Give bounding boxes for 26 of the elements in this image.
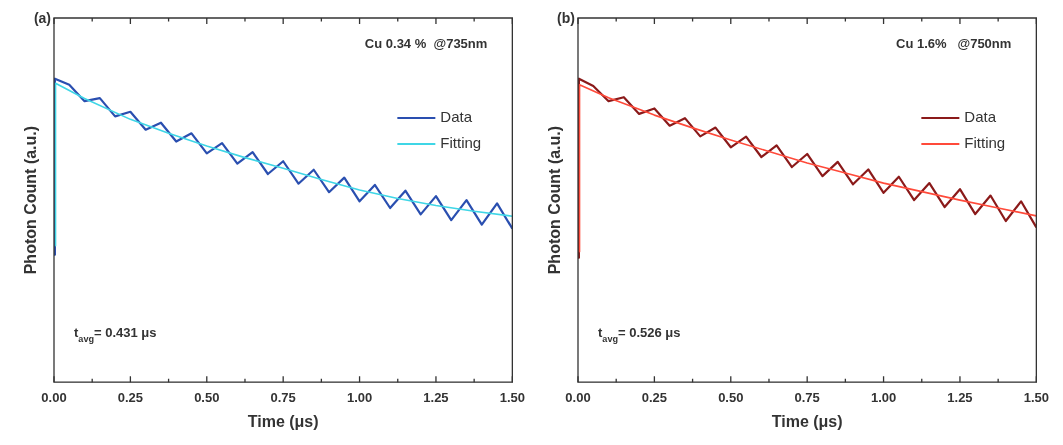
x-tick-label: 0.00: [565, 389, 591, 405]
x-tick-label: 0.75: [794, 389, 820, 405]
text: Cu 1.6% @750nm: [896, 36, 1012, 51]
y-axis-title: Photon Count (a.u.): [22, 125, 40, 275]
x-tick-label: 0.25: [117, 389, 144, 405]
x-axis-title: Time (μs): [771, 412, 843, 430]
x-tick-label: 1.50: [499, 389, 526, 405]
legend-label: Data: [964, 108, 997, 126]
chart-title: (a): [33, 9, 51, 26]
x-tick-label: 1.25: [423, 389, 449, 405]
x-tick-label: 0.50: [718, 389, 744, 405]
x-tick-label: 0.50: [194, 389, 220, 405]
text: Cu 0.34 % @735nm: [364, 36, 488, 51]
x-tick-label: 0.25: [641, 389, 668, 405]
legend-label: Fitting: [964, 134, 1006, 152]
x-tick-label: 0.00: [41, 389, 67, 405]
x-axis-title: Time (μs): [247, 412, 319, 430]
chart-title: (b): [557, 9, 575, 26]
x-tick-label: 1.00: [346, 389, 373, 405]
x-tick-label: 1.00: [870, 389, 897, 405]
legend-label: Fitting: [440, 134, 482, 152]
x-tick-label: 0.75: [270, 389, 296, 405]
x-tick-label: 1.50: [1023, 389, 1050, 405]
x-tick-label: 1.25: [947, 389, 973, 405]
legend-label: Data: [440, 108, 473, 126]
y-axis-title: Photon Count (a.u.): [546, 125, 564, 275]
